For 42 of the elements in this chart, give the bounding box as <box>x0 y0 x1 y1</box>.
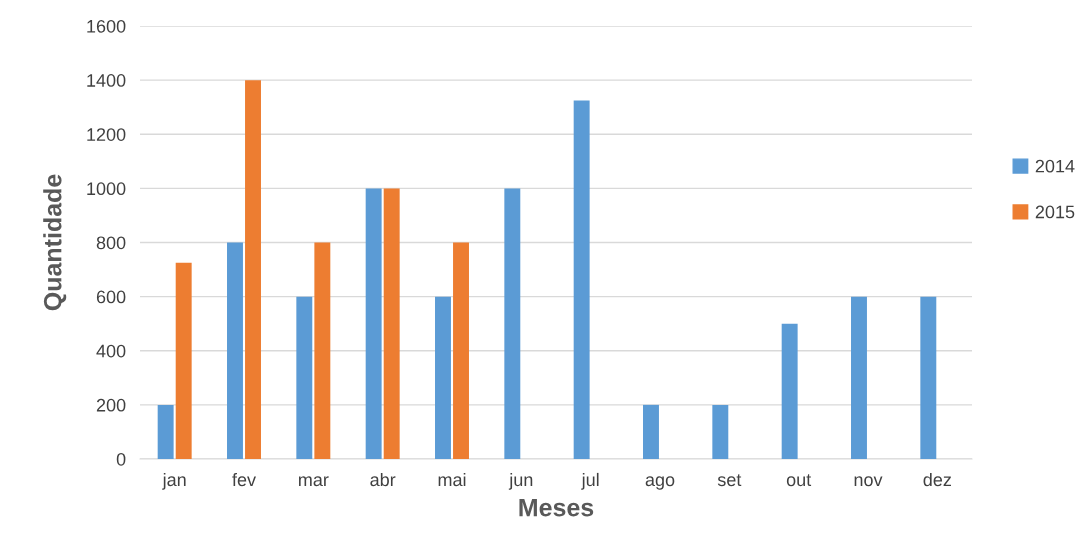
x-tick-label: dez <box>923 472 951 487</box>
x-axis-title: Meses <box>519 498 594 517</box>
bar <box>175 262 192 459</box>
bar <box>643 404 659 459</box>
y-axis-title: Quantidade <box>43 174 67 311</box>
y-tick-label: 0 <box>116 452 126 466</box>
y-tick-label: 600 <box>96 290 126 304</box>
bar <box>296 296 313 459</box>
legend-label: 2014 <box>1035 159 1075 173</box>
bar <box>920 296 937 459</box>
x-tick-label: nov <box>854 476 883 487</box>
y-tick-label: 1400 <box>87 74 126 87</box>
x-tick-label: set <box>717 474 742 487</box>
bar <box>365 188 382 459</box>
bar <box>573 100 590 459</box>
x-tick-label: ago <box>645 476 675 490</box>
x-tick-label: fev <box>232 472 256 487</box>
y-tick-label: 1000 <box>87 182 126 196</box>
x-tick-label: mar <box>298 476 329 487</box>
y-tick-label: 1200 <box>87 128 126 141</box>
x-tick-label: jun <box>508 472 533 490</box>
bar <box>227 242 243 459</box>
x-tick-label: out <box>786 474 812 487</box>
bar <box>781 323 798 459</box>
y-tick-label: 1600 <box>87 19 126 33</box>
x-tick-label: jan <box>162 472 186 490</box>
bar <box>435 296 451 459</box>
legend-label: 2015 <box>1035 205 1075 219</box>
x-tick-label: abr <box>370 472 396 487</box>
y-tick-label: 400 <box>96 344 126 358</box>
bar <box>712 404 729 459</box>
x-tick-label: jul <box>581 472 599 490</box>
y-tick-label: 200 <box>96 398 126 412</box>
bar <box>157 404 174 459</box>
bar <box>851 296 867 459</box>
bar <box>504 188 521 459</box>
y-tick-label: 800 <box>96 236 126 250</box>
x-tick-label: mai <box>438 472 466 487</box>
bar <box>314 242 331 459</box>
bar <box>453 242 469 459</box>
bar <box>245 80 261 459</box>
bar <box>383 188 400 459</box>
